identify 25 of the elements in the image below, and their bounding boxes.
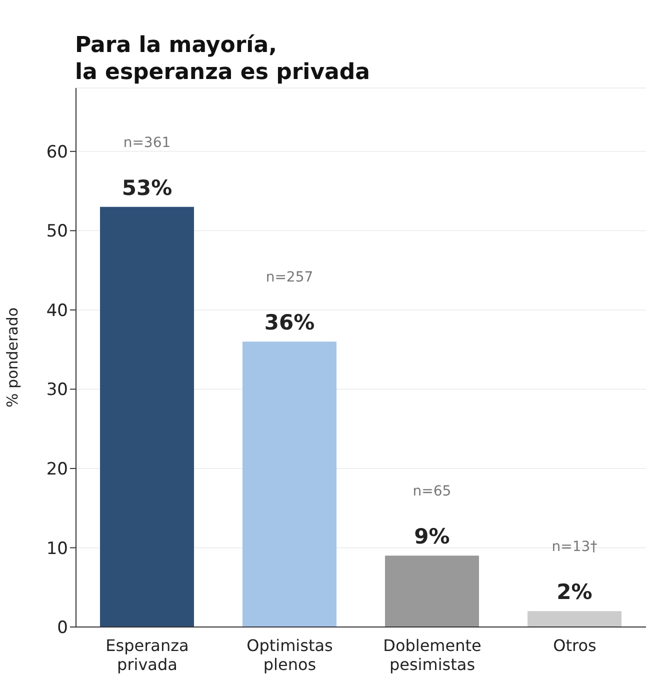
data-label: 2% — [556, 580, 592, 604]
x-tick-label: Doblemente pesimistas — [383, 636, 482, 674]
y-tick-label: 20 — [46, 460, 68, 480]
chart-title: Para la mayoría, la esperanza es privada — [75, 32, 370, 86]
bar — [100, 206, 194, 627]
x-tick-label: Optimistas plenos — [246, 636, 333, 674]
y-axis-title: % ponderado — [3, 307, 22, 408]
data-label: 36% — [264, 310, 315, 335]
bar — [242, 342, 336, 627]
y-tick-label: 30 — [46, 380, 68, 400]
y-tick-label: 50 — [46, 222, 68, 242]
annotation: n=65 — [412, 484, 452, 500]
bar — [385, 556, 479, 627]
y-tick-label: 40 — [46, 300, 68, 321]
annotation: n=13† — [552, 539, 598, 556]
data-label: 9% — [414, 524, 450, 549]
y-tick-label: 0 — [57, 618, 68, 638]
data-label: 53% — [122, 176, 172, 200]
y-tick-label: 60 — [46, 142, 68, 162]
y-tick-label: 10 — [46, 538, 68, 559]
x-tick-label: Esperanza privada — [106, 636, 189, 674]
annotation: n=257 — [266, 270, 314, 286]
x-tick-label: Otros — [553, 636, 596, 655]
annotation: n=361 — [123, 134, 171, 151]
bar — [528, 611, 622, 627]
